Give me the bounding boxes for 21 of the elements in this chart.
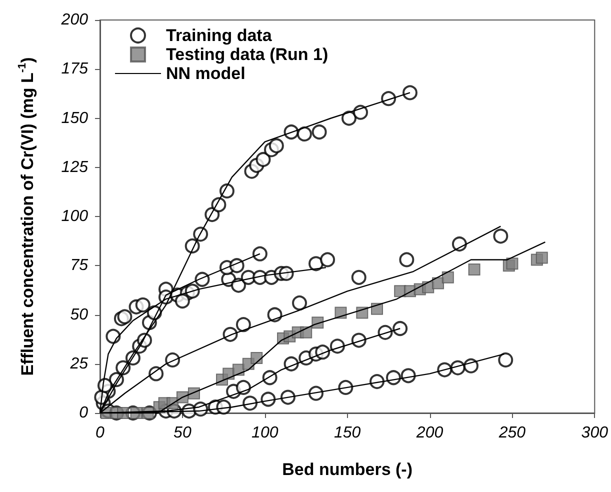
y-tick-label: 0	[79, 404, 88, 422]
y-tick-label: 200	[60, 12, 88, 28]
y-tick-label: 50	[70, 306, 88, 324]
x-tick-label: 50	[174, 424, 192, 442]
x-tick-label: 200	[415, 424, 444, 442]
x-axis-title: Bed numbers (-)	[282, 460, 412, 479]
y-tick-label: 25	[69, 355, 88, 372]
x-tick-label: 100	[252, 424, 278, 442]
y-axis-title: Effluent concentration of Cr(VI) (mg L-1)	[16, 57, 37, 376]
y-tick-label: 175	[61, 60, 88, 78]
y-tick-label: 150	[61, 110, 88, 127]
x-tick-label: 250	[498, 424, 526, 442]
y-tick-label: 125	[61, 158, 88, 176]
y-tick-label: 75	[70, 257, 88, 274]
x-tick-label: 0	[96, 424, 105, 442]
legend-label: NN model	[166, 64, 246, 83]
x-tick-label: 300	[581, 424, 608, 442]
legend-label: Training data	[166, 26, 272, 45]
x-tick-label: 150	[334, 424, 361, 442]
y-tick-label: 100	[61, 208, 88, 225]
legend-label: Testing data (Run 1)	[166, 45, 328, 64]
